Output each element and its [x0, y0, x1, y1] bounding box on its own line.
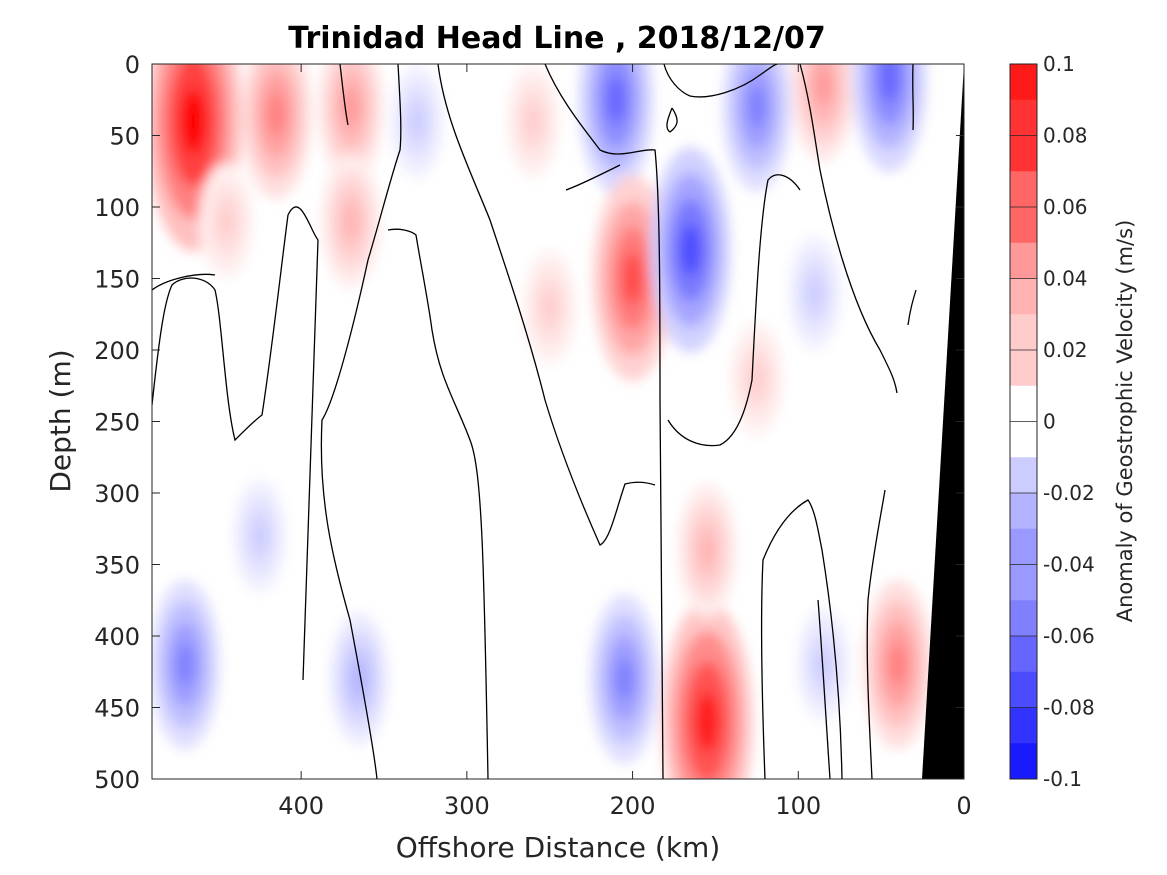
- colorbar-band: [1010, 314, 1037, 351]
- colorbar-band: [1010, 564, 1037, 601]
- colorbar-tick-label: 0.06: [1043, 195, 1088, 219]
- zero-contour-line: [663, 64, 779, 98]
- colorbar-tick-label: -0.1: [1043, 767, 1082, 791]
- x-tick-label: 100: [775, 792, 821, 820]
- y-tick-label: 500: [94, 766, 140, 794]
- zero-contour-line: [760, 499, 843, 779]
- colorbar-band: [1010, 493, 1037, 530]
- anomaly-positive-band: [695, 691, 719, 753]
- colorbar-tick-label: 0.02: [1043, 338, 1088, 362]
- y-tick-label: 450: [94, 695, 140, 723]
- anomaly-positive-band: [181, 88, 206, 154]
- zero-contour-line: [152, 206, 319, 681]
- zero-contour-line: [437, 64, 656, 546]
- y-axis-ticks: 0 50 100 150 200 250 300 350 400 450 500: [94, 51, 964, 794]
- zero-contour-line: [152, 273, 216, 291]
- seafloor-bathymetry: [922, 64, 964, 779]
- anomaly-negative-band: [606, 76, 626, 124]
- velocity-anomaly-field: [152, 64, 933, 779]
- anomaly-negative-band: [176, 643, 194, 686]
- anomaly-positive-band: [888, 643, 907, 686]
- zero-contour-line: [907, 289, 917, 326]
- y-tick-label: 350: [94, 552, 140, 580]
- x-tick-label: 400: [278, 792, 324, 820]
- colorbar-tick-label: -0.08: [1043, 696, 1095, 720]
- x-tick-label: 0: [956, 792, 971, 820]
- colorbar-band: [1010, 278, 1037, 315]
- zero-contour-line: [320, 64, 402, 779]
- colorbar-tick-label: -0.04: [1043, 553, 1095, 577]
- y-tick-label: 250: [94, 409, 140, 437]
- anomaly-positive-band: [526, 106, 540, 136]
- anomaly-positive-band: [343, 204, 359, 239]
- zero-contour-line: [799, 64, 898, 394]
- colorbar-band: [1010, 207, 1037, 244]
- anomaly-negative-band: [880, 64, 899, 102]
- colorbar-tick-label: 0.08: [1043, 124, 1088, 148]
- zero-contour-line: [912, 64, 914, 131]
- colorbar-title: Anomaly of Geostrophic Velocity (m/s): [1113, 220, 1137, 623]
- anomaly-negative-band: [410, 106, 424, 136]
- anomaly-positive-band: [815, 66, 832, 105]
- zero-contour-lines: [152, 64, 917, 779]
- y-axis-title: Depth (m): [44, 349, 77, 492]
- colorbar-band: [1010, 135, 1037, 172]
- colorbar-band: [1010, 350, 1037, 387]
- colorbar-tick-label: -0.02: [1043, 481, 1095, 505]
- colorbar-band: [1010, 636, 1037, 673]
- colorbar-tick-label: -0.06: [1043, 624, 1095, 648]
- anomaly-positive-band: [219, 206, 234, 236]
- colorbar-band: [1010, 171, 1037, 208]
- chart-title: Trinidad Head Line , 2018/12/07: [288, 21, 825, 56]
- colorbar-band: [1010, 600, 1037, 637]
- y-tick-label: 200: [94, 337, 140, 365]
- colorbar-band: [1010, 385, 1037, 422]
- colorbar-band: [1010, 528, 1037, 565]
- colorbar-band: [1010, 242, 1037, 279]
- zero-contour-line: [544, 64, 664, 779]
- zero-contour-line: [565, 164, 621, 191]
- x-axis-title: Offshore Distance (km): [396, 831, 721, 864]
- y-tick-label: 150: [94, 266, 140, 294]
- anomaly-negative-band: [748, 85, 766, 129]
- y-tick-label: 400: [94, 623, 140, 651]
- colorbar-band: [1010, 99, 1037, 136]
- anomaly-negative-band: [252, 521, 267, 551]
- colorbar-band: [1010, 671, 1037, 708]
- colorbar-tick-label: 0.04: [1043, 267, 1088, 291]
- colorbar: 0.1 0.08 0.06 0.04 0.02 0 -0.02 -0.04 -0.06 -0.08…: [1009, 52, 1095, 791]
- anomaly-negative-band: [808, 278, 822, 308]
- y-tick-label: 100: [94, 194, 140, 222]
- y-tick-label: 50: [109, 123, 140, 151]
- zero-contour-line: [667, 174, 801, 447]
- colorbar-band: [1010, 457, 1037, 494]
- anomaly-positive-band: [542, 292, 557, 322]
- zero-contour-line: [339, 64, 349, 126]
- colorbar-band: [1010, 421, 1037, 458]
- zero-contour-line: [817, 599, 831, 779]
- anomaly-negative-band: [680, 224, 701, 276]
- zero-contour-line: [866, 489, 886, 779]
- x-axis-ticks: 400 300 200 100 0: [278, 64, 972, 820]
- zero-contour-line: [666, 107, 678, 133]
- colorbar-tick-label: 0: [1043, 410, 1056, 434]
- x-tick-label: 300: [444, 792, 490, 820]
- anomaly-positive-band: [699, 533, 715, 567]
- anomaly-positive-band: [750, 364, 764, 394]
- colorbar-band: [1010, 743, 1037, 780]
- anomaly-positive-band: [622, 252, 643, 305]
- colorbar-band: [1010, 707, 1037, 744]
- x-tick-label: 200: [610, 792, 656, 820]
- y-tick-label: 300: [94, 480, 140, 508]
- colorbar-tick-label: 0.1: [1043, 52, 1075, 76]
- zero-contour-line: [387, 228, 489, 779]
- y-tick-label: 0: [125, 51, 140, 79]
- anomaly-negative-band: [615, 657, 634, 701]
- colorbar-band: [1010, 64, 1037, 101]
- anomaly-positive-band: [267, 92, 286, 136]
